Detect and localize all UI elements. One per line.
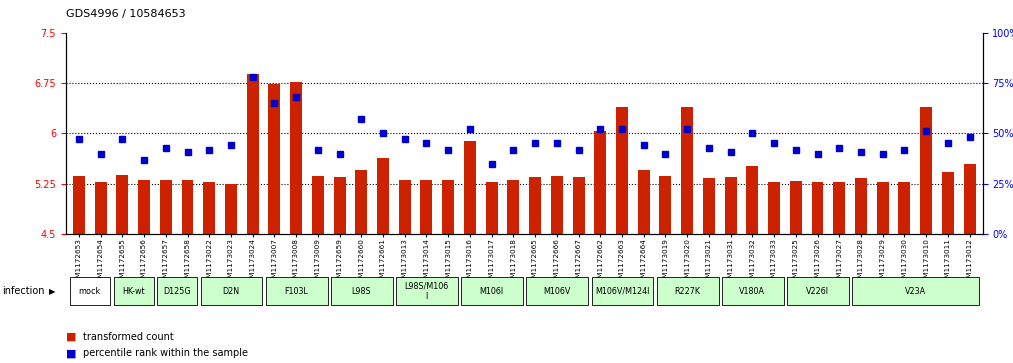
Bar	[443, 180, 454, 234]
Bar	[247, 74, 258, 234]
Bar	[396, 277, 458, 305]
Bar	[201, 277, 262, 305]
Bar	[268, 84, 281, 234]
Bar	[420, 180, 433, 234]
Bar	[138, 180, 150, 234]
Bar	[157, 277, 198, 305]
Bar	[94, 182, 106, 234]
Text: D125G: D125G	[163, 287, 190, 296]
Bar	[790, 181, 801, 234]
Bar	[331, 277, 393, 305]
Bar	[464, 142, 476, 234]
Text: M106V: M106V	[543, 287, 570, 296]
Bar	[656, 277, 718, 305]
Text: L98S: L98S	[352, 287, 371, 296]
Bar	[787, 277, 849, 305]
Bar	[70, 277, 110, 305]
Bar	[638, 170, 649, 234]
Bar	[811, 183, 824, 234]
Text: transformed count: transformed count	[83, 332, 174, 342]
Bar	[852, 277, 980, 305]
Text: R227K: R227K	[675, 287, 700, 296]
Bar	[356, 170, 368, 234]
Text: M106V/M124I: M106V/M124I	[595, 287, 649, 296]
Bar	[485, 182, 497, 234]
Text: V226I: V226I	[806, 287, 829, 296]
Bar	[529, 177, 541, 234]
Text: ▶: ▶	[49, 287, 55, 296]
Bar	[160, 180, 172, 234]
Bar	[399, 180, 410, 234]
Bar	[876, 183, 888, 234]
Bar	[116, 175, 129, 234]
Bar	[333, 177, 345, 234]
Bar	[508, 180, 520, 234]
Text: F103L: F103L	[285, 287, 308, 296]
Bar	[747, 166, 759, 234]
Text: M106I: M106I	[479, 287, 503, 296]
Bar	[551, 176, 563, 234]
Text: V180A: V180A	[739, 287, 766, 296]
Bar	[204, 182, 215, 234]
Text: HK-wt: HK-wt	[122, 287, 145, 296]
Text: L98S/M106
I: L98S/M106 I	[404, 282, 449, 301]
Bar	[722, 277, 784, 305]
Bar	[290, 82, 302, 234]
Bar	[834, 182, 845, 234]
Bar	[703, 178, 715, 234]
Bar	[724, 177, 736, 234]
Bar	[920, 107, 932, 234]
Bar	[225, 184, 237, 234]
Bar	[659, 176, 672, 234]
Text: percentile rank within the sample: percentile rank within the sample	[83, 348, 248, 358]
Bar	[592, 277, 653, 305]
Bar	[113, 277, 154, 305]
Bar	[572, 177, 585, 234]
Bar	[312, 176, 324, 234]
Bar	[768, 183, 780, 234]
Bar	[855, 178, 867, 234]
Bar	[963, 164, 976, 234]
Bar	[899, 182, 911, 234]
Bar	[73, 176, 85, 234]
Bar	[595, 131, 606, 234]
Text: ■: ■	[66, 348, 76, 358]
Text: D2N: D2N	[223, 287, 239, 296]
Bar	[181, 180, 193, 234]
Text: V23A: V23A	[905, 287, 926, 296]
Bar	[265, 277, 327, 305]
Text: GDS4996 / 10584653: GDS4996 / 10584653	[66, 9, 185, 19]
Text: ■: ■	[66, 332, 76, 342]
Text: infection: infection	[2, 286, 45, 297]
Bar	[461, 277, 523, 305]
Bar	[377, 158, 389, 234]
Bar	[942, 172, 954, 234]
Bar	[616, 107, 628, 234]
Bar	[681, 107, 693, 234]
Text: mock: mock	[79, 287, 101, 296]
Bar	[527, 277, 589, 305]
